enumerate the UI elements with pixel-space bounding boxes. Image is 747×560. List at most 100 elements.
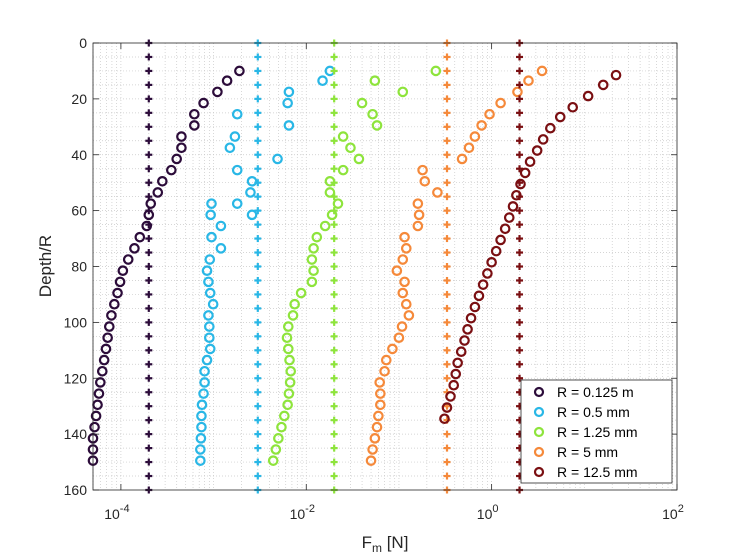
reference-marker — [516, 290, 524, 298]
data-point — [203, 310, 214, 321]
data-point — [215, 243, 227, 254]
reference-marker — [145, 276, 153, 284]
y-tick-label: 0 — [79, 35, 87, 51]
reference-marker — [330, 67, 338, 75]
data-point — [205, 209, 216, 221]
legend-label: R = 12.5 mm — [557, 464, 638, 480]
data-point — [486, 257, 497, 268]
data-point — [324, 175, 336, 187]
series-1 — [195, 39, 336, 494]
reference-marker — [254, 81, 262, 89]
data-point — [400, 243, 412, 254]
x-tick-label: 102 — [662, 503, 684, 522]
data-point — [495, 97, 506, 109]
data-point — [283, 388, 295, 399]
data-point — [89, 421, 100, 433]
data-point — [106, 310, 117, 321]
reference-marker — [443, 249, 451, 257]
reference-marker — [254, 53, 262, 61]
data-point — [114, 276, 126, 288]
data-point — [332, 198, 344, 209]
data-point — [311, 231, 323, 243]
data-point — [284, 354, 295, 366]
data-point — [399, 231, 410, 243]
data-point — [196, 410, 207, 422]
reference-marker — [516, 95, 524, 103]
data-point — [353, 153, 365, 165]
data-point — [270, 444, 282, 455]
data-point — [519, 167, 531, 179]
data-point — [206, 198, 217, 209]
data-point — [189, 108, 200, 120]
reference-marker — [443, 374, 451, 382]
reference-marker — [145, 332, 153, 340]
data-point — [245, 187, 256, 198]
data-point — [134, 231, 146, 243]
reference-marker — [516, 67, 524, 75]
legend-marker — [533, 426, 545, 438]
data-point — [537, 134, 549, 145]
y-tick-label: 140 — [64, 426, 88, 442]
reference-marker — [330, 109, 338, 117]
reference-marker — [516, 165, 524, 173]
reference-marker — [254, 374, 262, 382]
reference-marker — [516, 374, 524, 382]
reference-marker — [254, 221, 262, 229]
data-point — [452, 357, 463, 369]
data-point — [567, 101, 579, 113]
reference-marker — [330, 165, 338, 173]
reference-marker — [145, 123, 153, 131]
data-point — [554, 111, 566, 123]
reference-marker — [330, 263, 338, 270]
data-point — [283, 343, 294, 355]
data-layer — [87, 39, 622, 494]
data-point — [283, 86, 295, 98]
reference-marker — [145, 249, 153, 257]
data-point — [166, 164, 177, 176]
data-point — [283, 120, 295, 131]
data-point — [373, 410, 384, 422]
reference-marker — [330, 402, 338, 410]
y-tick-label: 100 — [64, 314, 88, 330]
reference-marker — [254, 430, 262, 438]
data-point — [201, 354, 213, 366]
reference-marker — [516, 263, 524, 270]
data-point — [445, 391, 456, 402]
reference-marker — [145, 430, 153, 438]
reference-marker — [254, 235, 262, 243]
x-axis-label: Fm [N] — [362, 533, 409, 555]
data-point — [196, 421, 207, 433]
data-point — [112, 287, 123, 299]
data-point — [289, 298, 300, 310]
data-point — [203, 276, 214, 288]
data-point — [295, 287, 307, 299]
reference-marker — [145, 318, 153, 326]
data-point — [273, 433, 284, 444]
reference-marker — [516, 221, 524, 229]
data-point — [267, 455, 279, 466]
reference-marker — [145, 388, 153, 396]
reference-marker — [254, 290, 262, 298]
reference-marker — [516, 53, 524, 61]
reference-marker — [330, 137, 338, 145]
data-point — [284, 377, 296, 388]
y-tick-label: 80 — [71, 259, 87, 275]
legend-marker — [533, 386, 545, 398]
data-point — [531, 145, 543, 156]
data-point — [206, 231, 217, 243]
reference-marker — [443, 332, 451, 340]
data-point — [176, 142, 187, 154]
reference-marker — [516, 123, 524, 131]
data-point — [246, 175, 258, 187]
data-point — [152, 187, 164, 198]
data-point — [204, 321, 215, 332]
reference-marker — [443, 304, 451, 312]
data-point — [285, 365, 297, 377]
data-point — [201, 265, 213, 276]
reference-marker — [516, 332, 524, 340]
data-point — [397, 86, 409, 98]
reference-marker — [443, 235, 451, 243]
data-point — [326, 209, 338, 221]
reference-marker — [443, 318, 451, 326]
